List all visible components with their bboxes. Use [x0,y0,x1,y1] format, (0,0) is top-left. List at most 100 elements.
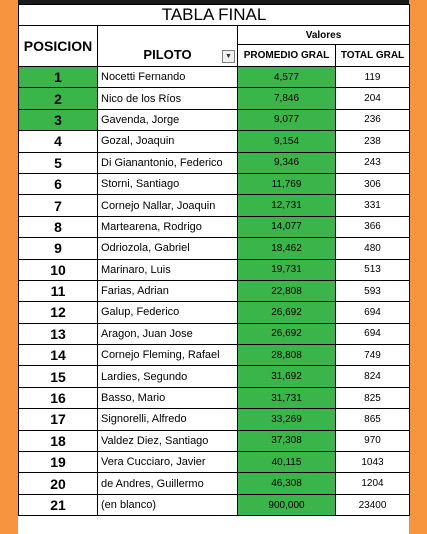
total-cell: 1204 [335,472,410,495]
position-cell: 2 [18,87,98,110]
position-cell: 13 [18,322,98,346]
promedio-cell: 9,346 [237,151,336,174]
table-row: 20 de Andres, Guillermo 46,308 1204 [18,472,410,495]
promedio-cell: 26,692 [237,301,336,324]
pilot-name-cell: Gozal, Joaquin [97,130,238,153]
table-row: 6 Storni, Santiago 11,769 306 [18,172,410,196]
position-cell: 9 [18,237,98,260]
position-cell: 18 [18,429,98,453]
header-promedio: PROMEDIO GRAL [237,44,336,67]
table-row: 5 Di Gianantonio, Federico 9,346 243 [18,151,410,174]
position-cell: 19 [18,451,98,474]
pilot-name-cell: de Andres, Guillermo [97,472,238,495]
table-row: 3 Gavenda, Jorge 9,077 236 [18,108,410,132]
promedio-cell: 46,308 [237,472,336,495]
table-row: 1 Nocetti Fernando 4,577 119 [18,65,410,89]
table-row: 21 (en blanco) 900,000 23400 [18,493,410,517]
promedio-cell: 22,808 [237,279,336,303]
total-cell: 331 [335,194,410,217]
total-cell: 513 [335,258,410,281]
total-cell: 204 [335,87,410,110]
total-cell: 119 [335,65,410,89]
pilot-name-cell: Signorelli, Alfredo [97,408,238,431]
promedio-cell: 14,077 [237,215,336,239]
promedio-cell: 19,731 [237,258,336,281]
table-row: 15 Lardies, Segundo 31,692 824 [18,365,410,388]
position-cell: 12 [18,301,98,324]
header-piloto-label: PILOTO [143,47,192,62]
promedio-cell: 40,115 [237,451,336,474]
position-cell: 20 [18,472,98,495]
pilot-name-cell: Lardies, Segundo [97,365,238,388]
position-cell: 15 [18,365,98,388]
header-posicion: POSICION [18,25,98,67]
position-cell: 8 [18,215,98,239]
table-row: 2 Nico de los Ríos 7,846 204 [18,87,410,110]
total-cell: 236 [335,108,410,132]
promedio-cell: 9,077 [237,108,336,132]
position-cell: 4 [18,130,98,153]
total-cell: 480 [335,237,410,260]
table-row: 16 Basso, Mario 31,731 825 [18,386,410,410]
position-cell: 16 [18,386,98,410]
spreadsheet: TABLA FINAL POSICION PILOTO ▼ Valores PR… [18,0,410,534]
pilot-name-cell: Cornejo Nallar, Joaquin [97,194,238,217]
position-cell: 5 [18,151,98,174]
total-cell: 1043 [335,451,410,474]
pilot-name-cell: Galup, Federico [97,301,238,324]
pilot-name-cell: Storni, Santiago [97,172,238,196]
promedio-cell: 4,577 [237,65,336,89]
total-cell: 366 [335,215,410,239]
total-cell: 824 [335,365,410,388]
pilot-name-cell: Valdez Diez, Santiago [97,429,238,453]
promedio-cell: 11,769 [237,172,336,196]
position-cell: 10 [18,258,98,281]
position-cell: 3 [18,108,98,132]
total-cell: 825 [335,386,410,410]
position-cell: 17 [18,408,98,431]
dropdown-arrow-icon[interactable]: ▼ [222,50,235,63]
table-row: 19 Vera Cucciaro, Javier 40,115 1043 [18,451,410,474]
promedio-cell: 31,692 [237,365,336,388]
position-cell: 1 [18,65,98,89]
promedio-cell: 26,692 [237,322,336,346]
position-cell: 11 [18,279,98,303]
table-row: 13 Aragon, Juan Jose 26,692 694 [18,322,410,346]
total-cell: 238 [335,130,410,153]
table-row: 4 Gozal, Joaquin 9,154 238 [18,130,410,153]
pilot-name-cell: Nico de los Ríos [97,87,238,110]
table-row: 12 Galup, Federico 26,692 694 [18,301,410,324]
header-piloto[interactable]: PILOTO ▼ [97,25,238,67]
promedio-cell: 900,000 [237,493,336,517]
promedio-cell: 7,846 [237,87,336,110]
total-cell: 306 [335,172,410,196]
pilot-name-cell: Cornejo Fleming, Rafael [97,344,238,367]
promedio-cell: 37,308 [237,429,336,453]
promedio-cell: 18,462 [237,237,336,260]
pilot-name-cell: Aragon, Juan Jose [97,322,238,346]
total-cell: 243 [335,151,410,174]
total-cell: 865 [335,408,410,431]
header-valores: Valores [237,25,410,45]
pilot-name-cell: Vera Cucciaro, Javier [97,451,238,474]
table-row: 9 Odriozola, Gabriel 18,462 480 [18,237,410,260]
total-cell: 749 [335,344,410,367]
total-cell: 694 [335,301,410,324]
promedio-cell: 9,154 [237,130,336,153]
table-row: 10 Marinaro, Luis 19,731 513 [18,258,410,281]
position-cell: 6 [18,172,98,196]
table-row: 7 Cornejo Nallar, Joaquin 12,731 331 [18,194,410,217]
table-title: TABLA FINAL [18,4,410,26]
pilot-name-cell: Odriozola, Gabriel [97,237,238,260]
pilot-name-cell: Di Gianantonio, Federico [97,151,238,174]
position-cell: 21 [18,493,98,517]
pilot-name-cell: Gavenda, Jorge [97,108,238,132]
pilot-name-cell: Marinaro, Luis [97,258,238,281]
results-table: TABLA FINAL POSICION PILOTO ▼ Valores PR… [18,4,410,517]
promedio-cell: 33,269 [237,408,336,431]
pilot-name-cell: Martearena, Rodrigo [97,215,238,239]
total-cell: 593 [335,279,410,303]
total-cell: 694 [335,322,410,346]
position-cell: 14 [18,344,98,367]
position-cell: 7 [18,194,98,217]
